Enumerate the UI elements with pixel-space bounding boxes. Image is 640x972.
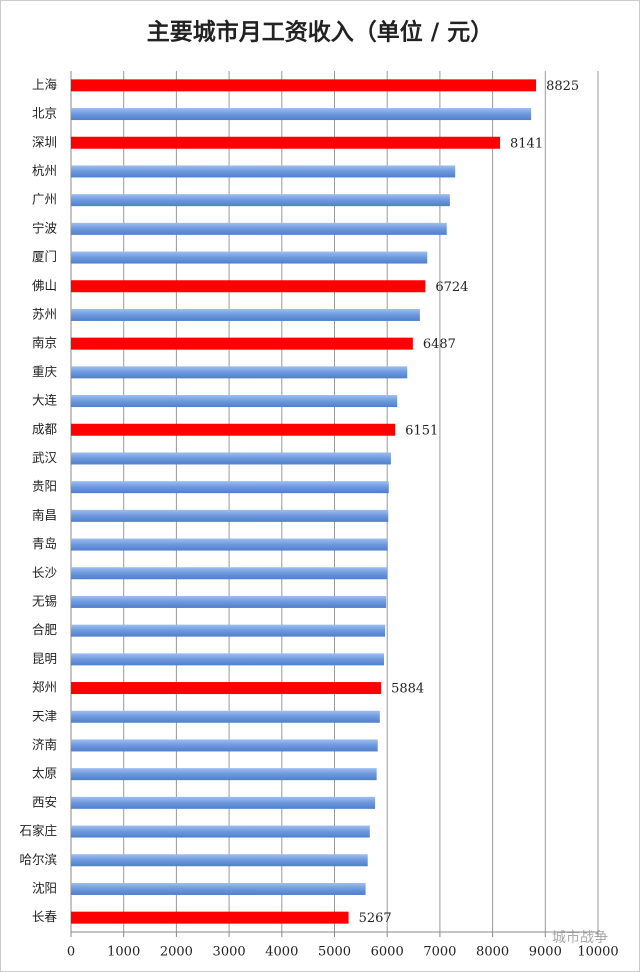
x-tick-label: 7000 — [423, 945, 456, 960]
x-tick-label: 9000 — [529, 945, 562, 960]
x-tick-label: 8000 — [476, 945, 509, 960]
value-label: 6151 — [405, 423, 438, 438]
x-tick-label: 5000 — [318, 945, 351, 960]
bar — [71, 796, 376, 809]
bar — [71, 882, 366, 895]
x-tick-label: 1000 — [107, 945, 140, 960]
bar — [71, 825, 370, 838]
chart-title: 主要城市月工资收入（单位 / 元） — [147, 19, 493, 46]
y-tick-label: 济南 — [32, 737, 57, 752]
y-tick-label: 杭州 — [32, 163, 57, 178]
bar — [71, 452, 391, 465]
bar — [71, 854, 368, 867]
y-tick-label: 重庆 — [32, 364, 58, 379]
bar — [71, 768, 377, 781]
bar — [71, 481, 389, 494]
bar — [71, 366, 408, 379]
y-tick-label: 长沙 — [32, 565, 58, 580]
bar — [71, 624, 386, 637]
y-tick-label: 佛山 — [32, 278, 57, 293]
bar — [71, 739, 378, 752]
y-tick-label: 宁波 — [32, 220, 58, 235]
y-tick-label: 上海 — [32, 77, 58, 92]
y-tick-label: 西安 — [32, 794, 57, 809]
y-tick-label: 郑州 — [32, 680, 57, 695]
y-tick-label: 青岛 — [32, 536, 57, 551]
bar — [71, 911, 349, 924]
bar — [71, 337, 413, 350]
y-tick-label: 厦门 — [32, 249, 57, 264]
y-tick-label: 无锡 — [32, 593, 57, 608]
x-tick-label: 2000 — [160, 945, 193, 960]
y-tick-label: 昆明 — [32, 651, 57, 666]
y-tick-label: 深圳 — [32, 134, 57, 149]
y-tick-label: 大连 — [32, 393, 58, 408]
bar — [71, 682, 382, 695]
y-tick-label: 苏州 — [32, 306, 57, 321]
bar — [71, 710, 380, 723]
y-tick-label: 北京 — [32, 106, 57, 121]
x-tick-label: 10000 — [577, 945, 618, 960]
x-tick-label: 3000 — [213, 945, 246, 960]
y-tick-label: 天津 — [32, 708, 57, 723]
bar — [71, 165, 456, 178]
value-label: 5884 — [391, 682, 424, 697]
x-tick-label: 6000 — [371, 945, 404, 960]
value-label: 8141 — [510, 136, 543, 151]
bar — [71, 567, 388, 580]
x-tick-label: 0 — [67, 945, 75, 960]
bar — [71, 653, 385, 666]
bar — [71, 280, 426, 293]
y-tick-label: 太原 — [32, 766, 57, 781]
bar — [71, 395, 398, 408]
bar — [71, 108, 532, 121]
watermark: 城市战争 — [552, 929, 608, 946]
y-tick-label: 武汉 — [32, 450, 58, 465]
value-label: 6724 — [435, 280, 468, 295]
y-tick-label: 广州 — [32, 192, 57, 207]
bar — [71, 79, 537, 92]
bar — [71, 251, 428, 264]
bar — [71, 136, 501, 149]
value-label: 6487 — [423, 337, 456, 352]
bar — [71, 194, 450, 207]
value-label: 5267 — [359, 911, 392, 926]
y-tick-label: 合肥 — [32, 622, 58, 637]
bar — [71, 308, 420, 321]
y-tick-label: 沈阳 — [32, 880, 57, 895]
value-label: 8825 — [546, 79, 579, 94]
y-tick-label: 贵阳 — [32, 479, 57, 494]
bar — [71, 538, 388, 551]
bar — [71, 509, 389, 522]
bar — [71, 423, 396, 436]
bar — [71, 595, 387, 608]
y-tick-label: 南京 — [32, 335, 57, 350]
y-tick-label: 石家庄 — [19, 823, 57, 838]
y-tick-label: 哈尔滨 — [19, 852, 57, 867]
y-tick-label: 南昌 — [32, 507, 57, 522]
y-tick-label: 长春 — [32, 909, 58, 924]
x-tick-label: 4000 — [265, 945, 298, 960]
bar — [71, 222, 447, 235]
y-tick-label: 成都 — [32, 421, 58, 436]
